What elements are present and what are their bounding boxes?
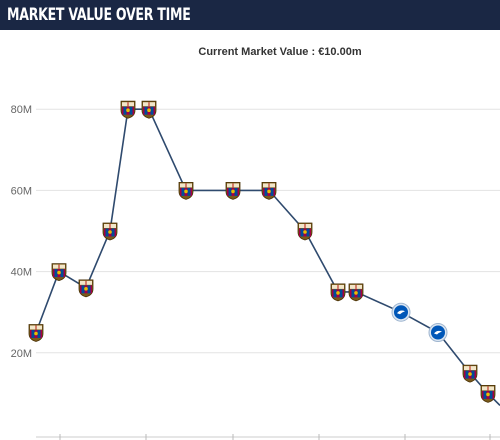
y-tick-label: 40M <box>11 267 32 279</box>
barcelona-crest-marker[interactable] <box>330 283 346 302</box>
barcelona-crest-marker[interactable] <box>225 181 241 200</box>
brighton-crest-marker[interactable] <box>391 302 411 322</box>
chart-area <box>0 30 500 440</box>
barcelona-crest-marker[interactable] <box>178 181 194 200</box>
barcelona-crest-marker[interactable] <box>28 324 44 342</box>
section-header: MARKET VALUE OVER TIME <box>0 0 500 30</box>
y-tick-label: 60M <box>11 185 32 197</box>
barcelona-crest-marker[interactable] <box>120 100 136 119</box>
barcelona-crest-marker[interactable] <box>141 100 157 119</box>
barcelona-crest-marker[interactable] <box>462 364 478 383</box>
y-tick-label: 20M <box>11 348 32 360</box>
brighton-crest-marker[interactable] <box>428 323 448 342</box>
barcelona-crest-marker[interactable] <box>261 181 277 200</box>
barcelona-crest-marker[interactable] <box>297 222 313 241</box>
barcelona-crest-marker[interactable] <box>51 263 67 282</box>
barcelona-crest-marker[interactable] <box>348 283 364 302</box>
y-tick-label: 80M <box>11 104 32 116</box>
series-line <box>35 108 500 406</box>
barcelona-crest-marker[interactable] <box>102 222 118 241</box>
section-title: MARKET VALUE OVER TIME <box>7 5 191 25</box>
barcelona-crest-marker[interactable] <box>480 384 496 403</box>
barcelona-crest-marker[interactable] <box>78 279 94 298</box>
current-market-value: Current Market Value : €10.00m <box>198 46 362 58</box>
